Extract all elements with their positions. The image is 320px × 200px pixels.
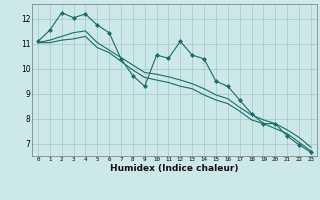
X-axis label: Humidex (Indice chaleur): Humidex (Indice chaleur)	[110, 164, 239, 173]
